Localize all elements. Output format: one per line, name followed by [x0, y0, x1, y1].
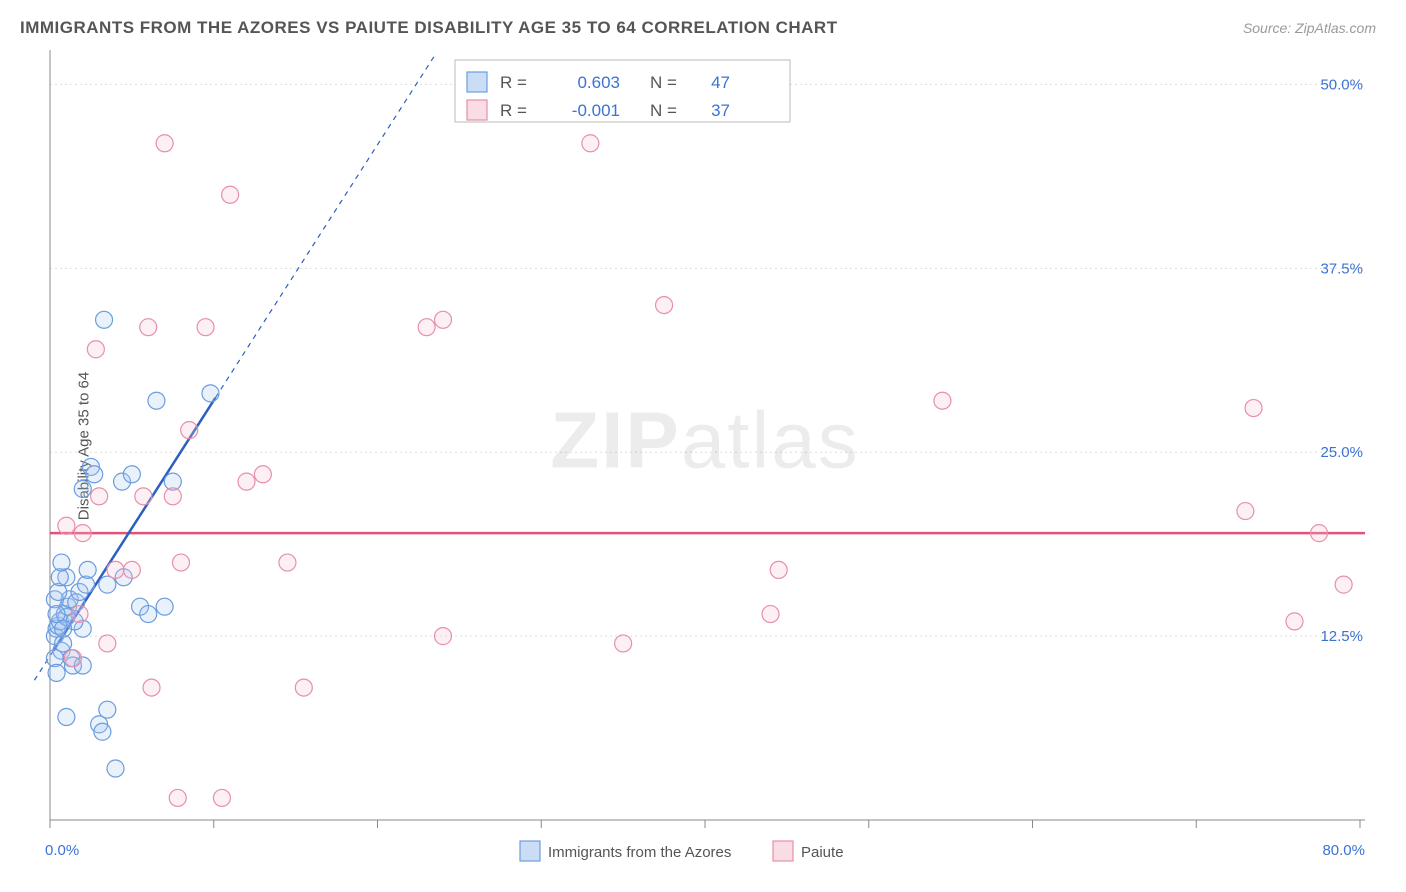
scatter-point: [164, 488, 181, 505]
scatter-point: [1335, 576, 1352, 593]
bottom-legend-label: Paiute: [801, 844, 844, 861]
scatter-point: [55, 620, 72, 637]
x-tick-label: 80.0%: [1322, 842, 1365, 859]
scatter-point: [169, 789, 186, 806]
legend-r-label: R =: [500, 73, 527, 92]
legend-r-value: 0.603: [577, 73, 620, 92]
scatter-point: [279, 554, 296, 571]
scatter-point: [94, 723, 111, 740]
scatter-point: [435, 311, 452, 328]
bottom-legend-swatch: [520, 841, 540, 861]
legend-n-value: 37: [711, 101, 730, 120]
scatter-point: [91, 488, 108, 505]
scatter-point: [238, 473, 255, 490]
scatter-point: [143, 679, 160, 696]
scatter-point: [96, 311, 113, 328]
legend-n-label: N =: [650, 73, 677, 92]
scatter-point: [148, 392, 165, 409]
legend-r-value: -0.001: [572, 101, 620, 120]
y-tick-label: 50.0%: [1320, 76, 1363, 93]
x-tick-label: 0.0%: [45, 842, 79, 859]
legend-swatch: [467, 72, 487, 92]
scatter-point: [48, 664, 65, 681]
scatter-point: [74, 525, 91, 542]
scatter-point: [213, 789, 230, 806]
legend-swatch: [467, 100, 487, 120]
scatter-point: [770, 561, 787, 578]
scatter-point: [156, 135, 173, 152]
scatter-point: [140, 606, 157, 623]
scatter-point: [435, 628, 452, 645]
scatter-point: [762, 606, 779, 623]
scatter-point: [99, 701, 116, 718]
scatter-point: [173, 554, 190, 571]
scatter-point: [295, 679, 312, 696]
scatter-point: [99, 635, 116, 652]
scatter-point: [64, 650, 81, 667]
scatter-point: [87, 341, 104, 358]
watermark: ZIPatlas: [550, 396, 859, 485]
scatter-point: [418, 319, 435, 336]
scatter-point: [123, 561, 140, 578]
scatter-point: [156, 598, 173, 615]
scatter-point: [71, 606, 88, 623]
legend-n-value: 47: [711, 73, 730, 92]
scatter-point: [107, 760, 124, 777]
scatter-point: [135, 488, 152, 505]
scatter-point: [1286, 613, 1303, 630]
scatter-point: [222, 186, 239, 203]
y-tick-label: 12.5%: [1320, 628, 1363, 645]
bottom-legend-label: Immigrants from the Azores: [548, 844, 731, 861]
scatter-point: [140, 319, 157, 336]
scatter-point: [58, 517, 75, 534]
scatter-point: [1245, 400, 1262, 417]
scatter-point: [202, 385, 219, 402]
scatter-point: [1311, 525, 1328, 542]
scatter-point: [74, 480, 91, 497]
trend-line-azores-dashed: [215, 55, 435, 398]
scatter-point: [582, 135, 599, 152]
correlation-chart: 0.0% 80.0% 12.5% 25.0% 37.5% 50.0% ZIPatlas R =…: [0, 0, 1406, 892]
scatter-point: [254, 466, 271, 483]
bottom-legend-swatch: [773, 841, 793, 861]
scatter-point: [615, 635, 632, 652]
scatter-point: [86, 466, 103, 483]
y-tick-label: 25.0%: [1320, 444, 1363, 461]
scatter-point: [197, 319, 214, 336]
scatter-point: [934, 392, 951, 409]
scatter-point: [79, 561, 96, 578]
scatter-point: [107, 561, 124, 578]
legend-r-label: R =: [500, 101, 527, 120]
scatter-point: [123, 466, 140, 483]
y-tick-label: 37.5%: [1320, 260, 1363, 277]
scatter-point: [1237, 503, 1254, 520]
legend-n-label: N =: [650, 101, 677, 120]
scatter-point: [53, 554, 70, 571]
scatter-point: [58, 709, 75, 726]
scatter-point: [656, 297, 673, 314]
scatter-point: [181, 422, 198, 439]
